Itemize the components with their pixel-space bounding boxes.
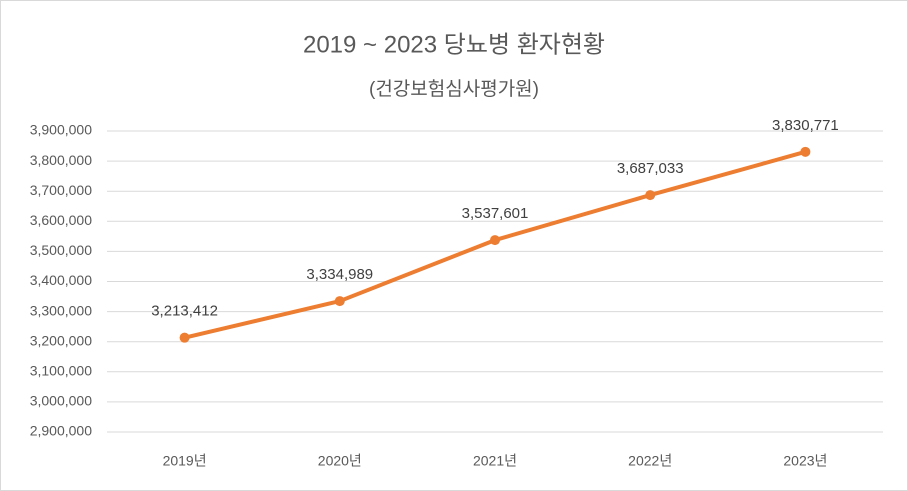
data-label: 3,687,033 xyxy=(617,160,684,177)
y-tick-label: 3,200,000 xyxy=(30,332,92,348)
y-tick-label: 3,500,000 xyxy=(30,242,92,258)
data-point xyxy=(334,296,345,307)
data-label: 3,213,412 xyxy=(151,303,218,320)
data-label: 3,334,989 xyxy=(306,266,373,283)
x-tick-label: 2020년 xyxy=(318,453,362,469)
y-tick-label: 3,100,000 xyxy=(30,363,92,379)
data-point xyxy=(645,190,656,201)
data-point xyxy=(179,332,190,343)
data-label: 3,537,601 xyxy=(462,205,529,222)
y-tick-label: 3,800,000 xyxy=(30,152,92,168)
y-tick-label: 3,000,000 xyxy=(30,393,92,409)
y-tick-label: 3,700,000 xyxy=(30,182,92,198)
x-tick-label: 2019년 xyxy=(163,453,207,469)
data-point xyxy=(800,146,811,157)
x-tick-label: 2023년 xyxy=(783,453,827,469)
y-tick-label: 3,300,000 xyxy=(30,302,92,318)
chart-subtitle: (건강보험심사평가원) xyxy=(369,78,539,100)
x-tick-label: 2021년 xyxy=(473,453,517,469)
x-tick-label: 2022년 xyxy=(628,453,672,469)
y-tick-label: 3,600,000 xyxy=(30,212,92,228)
y-tick-label: 2,900,000 xyxy=(30,423,92,439)
y-tick-label: 3,400,000 xyxy=(30,272,92,288)
chart-title: 2019 ~ 2023 당뇨병 환자현황 xyxy=(303,31,605,58)
y-tick-label: 3,900,000 xyxy=(30,122,92,138)
data-point xyxy=(490,235,500,246)
data-label: 3,830,771 xyxy=(772,117,839,134)
